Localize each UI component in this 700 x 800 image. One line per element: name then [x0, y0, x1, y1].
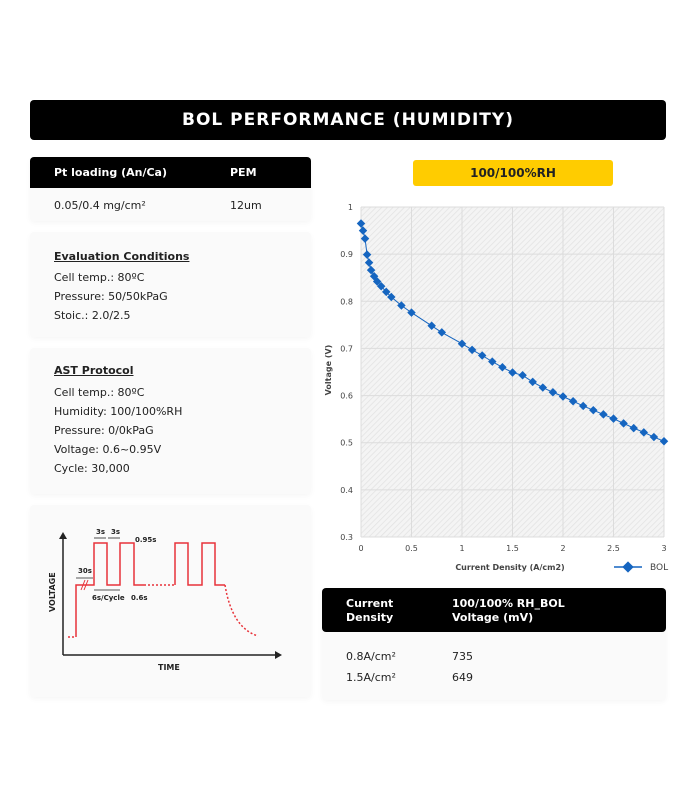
cell-voltage: 735 [452, 650, 473, 663]
data-point [548, 388, 558, 397]
chart-condition-label: 100/100%RH [413, 160, 613, 186]
header-pt-loading: Pt loading (An/Ca) [54, 166, 167, 179]
evaluation-title: Evaluation Conditions [54, 250, 190, 263]
x-tick-label: 2.5 [607, 544, 620, 553]
cell-current: 0.8A/cm² [346, 650, 396, 663]
header-current-density: Current Density [346, 597, 394, 624]
data-point [508, 368, 517, 377]
high-time-label: 3s [96, 528, 105, 536]
data-point [649, 432, 659, 442]
y-axis-label: Voltage (V) [324, 345, 333, 396]
data-point [407, 308, 416, 317]
y-tick-label: 0.8 [340, 297, 353, 306]
waveform-line [68, 542, 259, 638]
data-point [619, 419, 628, 428]
arrow-up-icon [59, 532, 67, 539]
y-tick-label: 0.7 [340, 344, 353, 353]
waveform-card: VOLTAGE TIME 30s 3s 3s 0.95s 6s/Cycle 0.… [30, 505, 311, 697]
data-point [528, 377, 537, 387]
high-voltage-label: 0.95s [135, 536, 156, 544]
x-tick-label: 1 [459, 544, 464, 553]
data-point [599, 410, 608, 419]
y-tick-label: 0.9 [340, 250, 353, 259]
legend-label: BOL [650, 563, 668, 573]
data-point [538, 383, 548, 392]
x-tick-label: 2 [560, 544, 565, 553]
y-tick-label: 0.6 [340, 392, 353, 401]
eval-line: Stoic.: 2.0/2.5 [54, 309, 131, 322]
data-point [629, 423, 638, 433]
spec-table: Pt loading (An/Ca) PEM 0.05/0.4 mg/cm² 1… [30, 157, 311, 221]
cell-pt-loading: 0.05/0.4 mg/cm² [54, 199, 146, 212]
x-tick-label: 1.5 [506, 544, 519, 553]
cell-current: 1.5A/cm² [346, 671, 396, 684]
hold-time-label: 30s [78, 567, 92, 575]
result-table-header: Current Density 100/100% RH_BOL Voltage … [322, 588, 666, 632]
ast-line: Cycle: 30,000 [54, 462, 130, 475]
legend-marker [622, 561, 634, 573]
data-point [427, 321, 436, 331]
waveform-diagram: VOLTAGE TIME 30s 3s 3s 0.95s 6s/Cycle 0.… [48, 528, 282, 672]
data-point [558, 392, 568, 401]
x-tick-label: 3 [661, 544, 666, 553]
eval-line: Pressure: 50/50kPaG [54, 290, 168, 303]
polarization-chart: 0.3 0.4 0.5 0.6 0.7 0.8 0.9 1 0 0.5 1 1.5 2 2.5 3 Curr… [324, 203, 669, 573]
data-point [437, 328, 447, 337]
data-point [364, 258, 374, 267]
cell-voltage: 649 [452, 671, 473, 684]
data-point [498, 363, 507, 372]
result-table: Current Density 100/100% RH_BOL Voltage … [322, 588, 666, 700]
evaluation-conditions-card: Evaluation Conditions Cell temp.: 80ºC P… [30, 232, 311, 337]
data-point [356, 219, 366, 228]
eval-line: Cell temp.: 80ºC [54, 271, 145, 284]
y-tick-label: 0.5 [340, 439, 353, 448]
header-voltage: 100/100% RH_BOL Voltage (mV) [452, 597, 565, 624]
ast-line: Cell temp.: 80ºC [54, 386, 145, 399]
ast-line: Voltage: 0.6~0.95V [54, 443, 162, 456]
cell-pem: 12um [230, 199, 262, 212]
header-pem: PEM [230, 166, 257, 179]
voltage-label: VOLTAGE [48, 572, 57, 612]
data-point [467, 345, 477, 355]
x-axis-label: Current Density (A/cm2) [455, 563, 564, 572]
ast-line: Humidity: 100/100%RH [54, 405, 183, 418]
page-banner: BOL PERFORMANCE (HUMIDITY) [30, 100, 666, 140]
ast-title: AST Protocol [54, 364, 134, 377]
time-label: TIME [158, 663, 180, 672]
y-tick-label: 1 [348, 203, 353, 212]
arrow-right-icon [275, 651, 282, 659]
y-tick-label: 0.3 [340, 533, 353, 542]
cycle-label: 6s/Cycle [92, 594, 125, 602]
x-tick-label: 0 [358, 544, 363, 553]
data-point [457, 339, 467, 348]
low-voltage-label: 0.6s [131, 594, 148, 602]
data-point [372, 277, 382, 286]
spec-table-header: Pt loading (An/Ca) PEM [30, 157, 311, 188]
x-tick-label: 0.5 [405, 544, 418, 553]
data-point [382, 287, 391, 297]
low-time-label: 3s [111, 528, 120, 536]
data-point [488, 357, 497, 366]
data-point [518, 371, 527, 380]
ast-line: Pressure: 0/0kPaG [54, 424, 154, 437]
data-point [477, 351, 487, 360]
ast-protocol-card: AST Protocol Cell temp.: 80ºC Humidity: … [30, 348, 311, 494]
data-point [568, 396, 578, 406]
y-tick-label: 0.4 [340, 486, 353, 495]
